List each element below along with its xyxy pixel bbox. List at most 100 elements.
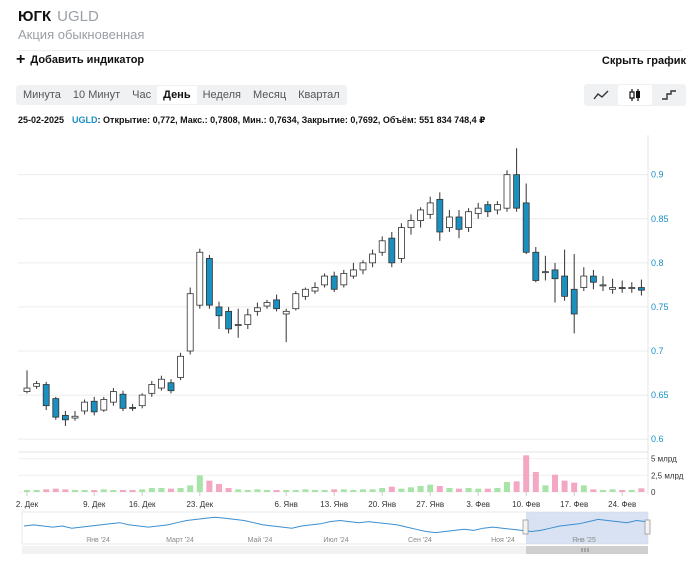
volume-bar bbox=[408, 487, 414, 492]
x-tick-label: 2. Дек bbox=[16, 500, 39, 509]
candle-up bbox=[263, 302, 271, 307]
volume-bar bbox=[609, 489, 616, 492]
tab-week[interactable]: Неделя bbox=[202, 89, 241, 101]
step-chart-button[interactable] bbox=[653, 84, 686, 106]
navigator-label: Март '24 bbox=[166, 537, 194, 544]
tab-10-minutes[interactable]: 10 Минут bbox=[72, 89, 121, 101]
volume-bar bbox=[273, 490, 280, 492]
x-tick-label: 24. Фев bbox=[608, 500, 636, 509]
candle-down bbox=[129, 407, 137, 409]
volume-bar bbox=[283, 490, 290, 492]
candle-up bbox=[580, 275, 588, 288]
candle-up bbox=[311, 287, 319, 292]
volume-bar bbox=[436, 486, 443, 492]
tab-quarter[interactable]: Квартал bbox=[298, 89, 340, 101]
volume-bar bbox=[33, 490, 40, 492]
candle-down bbox=[590, 275, 597, 283]
scrollbar-track bbox=[22, 546, 648, 554]
plus-icon: + bbox=[16, 51, 26, 68]
candle-up bbox=[609, 287, 616, 290]
candle-up bbox=[359, 262, 367, 271]
volume-bar bbox=[494, 488, 501, 492]
candle-down bbox=[205, 258, 213, 306]
candle-down bbox=[273, 299, 281, 310]
security-ticker: UGLD bbox=[57, 8, 99, 25]
candle-up bbox=[234, 324, 242, 326]
candle-up bbox=[503, 174, 511, 209]
volume-bar bbox=[91, 490, 98, 492]
candle-down bbox=[484, 204, 492, 213]
candle-up bbox=[465, 211, 473, 228]
hide-chart-button[interactable]: Скрыть график bbox=[601, 55, 686, 67]
volume-bar bbox=[456, 488, 462, 492]
security-name: ЮГК bbox=[18, 8, 52, 25]
candlestick-icon bbox=[629, 89, 640, 101]
volume-bar bbox=[177, 488, 184, 492]
candle-down bbox=[225, 310, 233, 330]
volume-bar bbox=[600, 490, 606, 492]
candle-up bbox=[186, 293, 194, 352]
candle-up bbox=[253, 307, 261, 312]
candle-down bbox=[551, 269, 559, 280]
candle-up bbox=[493, 204, 501, 211]
volume-bar bbox=[264, 490, 270, 492]
candle-down bbox=[215, 306, 223, 317]
scrollbar-thumb[interactable] bbox=[526, 546, 648, 554]
candle-down bbox=[52, 398, 60, 418]
volume-bar bbox=[513, 481, 520, 492]
candle-up bbox=[407, 220, 415, 228]
candle-up bbox=[81, 401, 88, 412]
price-tick-label: 0.8 bbox=[651, 258, 664, 268]
candle-down bbox=[618, 287, 626, 289]
volume-bar bbox=[580, 485, 587, 492]
candle-up bbox=[33, 383, 40, 387]
navigator-label: Ноя '24 bbox=[491, 537, 515, 544]
tab-hour[interactable]: Час bbox=[132, 89, 152, 101]
candle-up bbox=[417, 209, 425, 221]
candle-up bbox=[196, 251, 204, 306]
candle-up bbox=[628, 287, 636, 289]
volume-bar bbox=[552, 474, 558, 492]
line-chart-button[interactable] bbox=[584, 84, 617, 106]
volume-bar bbox=[542, 485, 549, 492]
volume-bar bbox=[417, 486, 424, 492]
price-tick-label: 0.65 bbox=[651, 390, 669, 400]
volume-bar bbox=[43, 489, 50, 492]
x-tick-label: 17. Фев bbox=[560, 500, 588, 509]
candle-up bbox=[445, 216, 453, 228]
volume-bar bbox=[398, 488, 405, 492]
x-tick-label: 6. Янв bbox=[275, 500, 298, 509]
volume-bar bbox=[110, 490, 117, 492]
volume-bar bbox=[100, 489, 107, 492]
x-tick-label: 20. Янв bbox=[368, 500, 396, 509]
volume-bar bbox=[52, 488, 59, 492]
line-chart-icon bbox=[593, 90, 609, 100]
volume-bar bbox=[148, 488, 155, 492]
add-indicator-button[interactable]: + Добавить индикатор bbox=[16, 52, 144, 68]
navigator-label: Янв '25 bbox=[572, 537, 596, 544]
candle-up bbox=[301, 288, 309, 297]
volume-bar bbox=[619, 490, 626, 492]
volume-bar bbox=[475, 488, 482, 492]
volume-bar bbox=[340, 489, 347, 492]
candlestick-button[interactable] bbox=[618, 85, 652, 105]
navigator-label: Сен '24 bbox=[408, 537, 432, 544]
volume-tick-label: 0 bbox=[651, 488, 656, 497]
candle-down bbox=[167, 382, 175, 392]
candle-up bbox=[397, 227, 405, 259]
x-tick-label: 23. Дек bbox=[186, 500, 213, 509]
step-chart-icon bbox=[662, 90, 677, 100]
volume-bar bbox=[321, 490, 328, 492]
volume-bar bbox=[120, 490, 126, 492]
volume-bar bbox=[302, 489, 309, 492]
volume-bar bbox=[379, 488, 386, 492]
tab-month[interactable]: Месяц bbox=[252, 89, 287, 101]
price-chart[interactable]: 0.6 0.65 0.7 0.75 0.8 0.85 0.9 0 2,5 млрд 5 млрд 2… bbox=[0, 130, 700, 565]
tab-day[interactable]: День bbox=[157, 86, 197, 104]
tab-minute[interactable]: Минута bbox=[23, 89, 61, 101]
navigator-left-handle[interactable] bbox=[522, 519, 529, 535]
candle-down bbox=[513, 174, 520, 209]
volume-bar bbox=[388, 486, 395, 492]
volume-bar bbox=[81, 490, 88, 492]
navigator-right-handle[interactable] bbox=[644, 519, 651, 535]
